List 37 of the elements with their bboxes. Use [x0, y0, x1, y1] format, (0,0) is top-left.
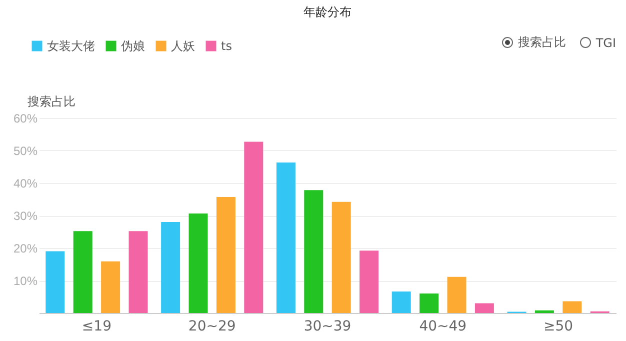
x-tick-label: ≤19: [82, 318, 112, 334]
bar: [332, 202, 351, 313]
bar: [534, 310, 554, 313]
y-tick-label: 60%: [13, 112, 38, 126]
text: TGI: [596, 36, 616, 50]
bar: [188, 214, 208, 313]
x-tick-label: 20~29: [188, 318, 236, 334]
y-tick-label: 40%: [13, 176, 38, 190]
y-tick-label: 20%: [13, 242, 38, 256]
bar: [562, 301, 582, 313]
legend-label: 人妖: [171, 39, 195, 53]
bar: [474, 303, 494, 313]
bar: [276, 162, 296, 313]
text: 搜索占比: [518, 34, 566, 51]
bar: [244, 142, 264, 313]
bar: [360, 250, 379, 313]
bar: [46, 251, 65, 313]
bar: [216, 196, 236, 313]
bar: [304, 190, 324, 313]
chart-title: 年龄分布: [304, 5, 352, 19]
bar: [101, 261, 120, 313]
x-tick-label: 30~39: [304, 318, 352, 334]
bar: [73, 231, 92, 313]
bar: [447, 276, 466, 313]
legend-label: 伪娘: [121, 39, 145, 53]
bar: [420, 294, 439, 313]
bar: [128, 231, 148, 313]
bar: [161, 222, 180, 313]
y-tick-label: 10%: [13, 274, 38, 288]
legend-label: 女装大佬: [47, 39, 95, 53]
x-tick-label: 40~49: [419, 318, 467, 334]
x-tick-label: ≥50: [544, 318, 574, 334]
legend-label: ts: [221, 39, 232, 53]
bar: [392, 292, 411, 313]
y-tick-label: 30%: [13, 209, 38, 223]
y-tick-label: 50%: [13, 144, 38, 158]
y-axis-title: 搜索占比: [28, 94, 76, 108]
